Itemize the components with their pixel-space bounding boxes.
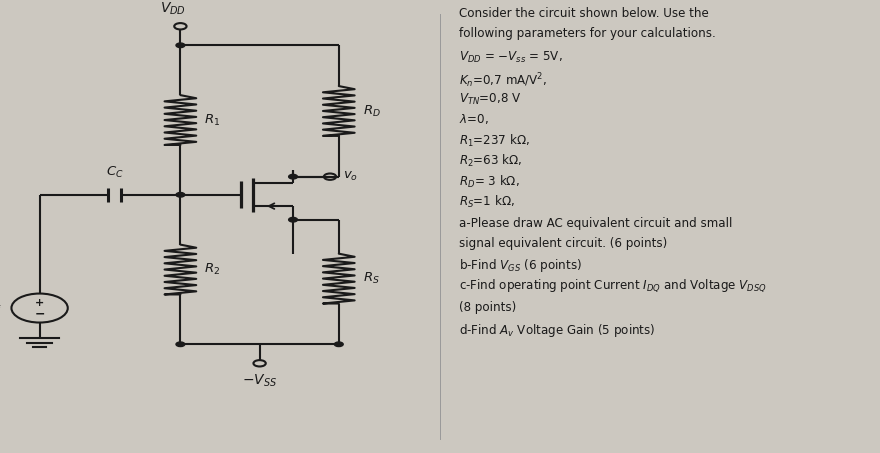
Text: −: − xyxy=(34,308,45,320)
Text: d-Find $A_v$ Voltage Gain (5 points): d-Find $A_v$ Voltage Gain (5 points) xyxy=(459,322,656,339)
Text: b-Find $V_{GS}$ (6 points): b-Find $V_{GS}$ (6 points) xyxy=(459,257,583,275)
Text: $R_D$: $R_D$ xyxy=(363,103,380,119)
Circle shape xyxy=(176,193,185,197)
Text: following parameters for your calculations.: following parameters for your calculatio… xyxy=(459,27,716,40)
Text: c-Find operating point Current $I_{DQ}$ and Voltage $V_{DSQ}$: c-Find operating point Current $I_{DQ}$ … xyxy=(459,278,767,294)
Text: $V_{DD}$ = $-V_{ss}$ = 5V,: $V_{DD}$ = $-V_{ss}$ = 5V, xyxy=(459,50,563,65)
Text: $R_2$: $R_2$ xyxy=(204,262,220,277)
Circle shape xyxy=(289,217,297,222)
Text: $-V_{SS}$: $-V_{SS}$ xyxy=(242,373,277,389)
Text: a-Please draw AC equivalent circuit and small: a-Please draw AC equivalent circuit and … xyxy=(459,217,733,230)
Text: $R_S$: $R_S$ xyxy=(363,271,379,286)
Text: $R_D$= 3 k$\Omega$,: $R_D$= 3 k$\Omega$, xyxy=(459,173,520,190)
Text: $v_o$: $v_o$ xyxy=(343,170,358,183)
Text: Consider the circuit shown below. Use the: Consider the circuit shown below. Use th… xyxy=(459,7,709,20)
Text: signal equivalent circuit. (6 points): signal equivalent circuit. (6 points) xyxy=(459,237,668,250)
Text: $K_n$=0,7 mA/V$^2$,: $K_n$=0,7 mA/V$^2$, xyxy=(459,72,547,90)
Circle shape xyxy=(176,43,185,48)
Text: $R_2$=63 k$\Omega$,: $R_2$=63 k$\Omega$, xyxy=(459,153,523,169)
Text: $\lambda$=0,: $\lambda$=0, xyxy=(459,112,489,126)
Text: $V_{DD}$: $V_{DD}$ xyxy=(160,0,187,17)
Circle shape xyxy=(176,342,185,347)
Text: $v_i$: $v_i$ xyxy=(0,302,3,314)
Text: $R_S$=1 k$\Omega$,: $R_S$=1 k$\Omega$, xyxy=(459,194,515,210)
Text: $R_1$=237 k$\Omega$,: $R_1$=237 k$\Omega$, xyxy=(459,133,531,149)
Text: (8 points): (8 points) xyxy=(459,301,517,314)
Text: $R_1$: $R_1$ xyxy=(204,112,220,128)
Text: +: + xyxy=(35,298,44,308)
Text: $V_{TN}$=0,8 V: $V_{TN}$=0,8 V xyxy=(459,92,522,107)
Text: $C_C$: $C_C$ xyxy=(106,165,123,180)
Circle shape xyxy=(334,342,343,347)
Circle shape xyxy=(289,174,297,179)
